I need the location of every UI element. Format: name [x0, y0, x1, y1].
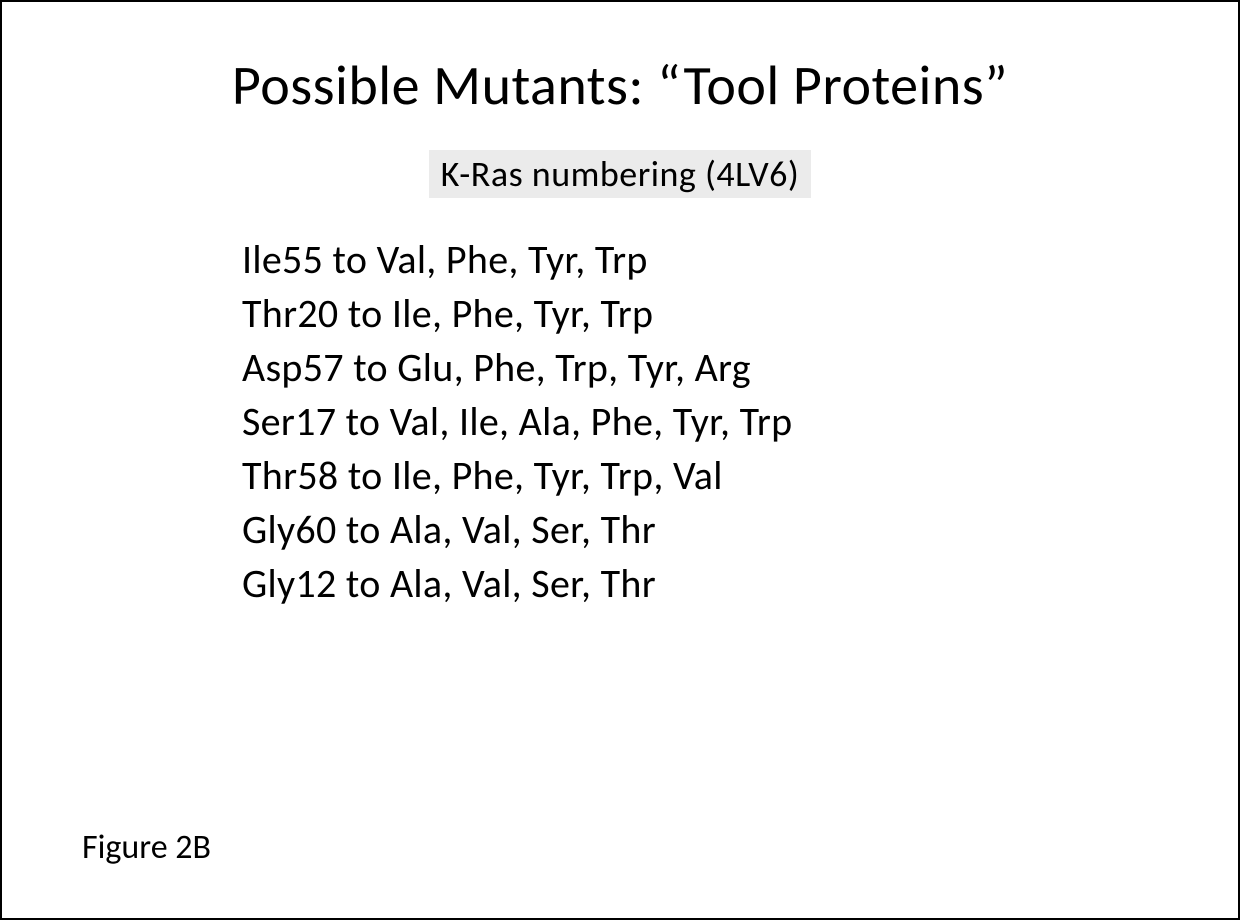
mutations-list: Ile55 to Val, Phe, Tyr, Trp Thr20 to Ile… — [242, 233, 1178, 611]
mutation-item: Thr58 to Ile, Phe, Tyr, Trp, Val — [242, 449, 1178, 503]
mutation-item: Thr20 to Ile, Phe, Tyr, Trp — [242, 287, 1178, 341]
mutation-item: Gly60 to Ala, Val, Ser, Thr — [242, 503, 1178, 557]
figure-label: Figure 2B — [82, 827, 211, 868]
slide-title: Possible Mutants: “Tool Proteins” — [62, 52, 1178, 120]
subtitle-container: K-Ras numbering (4LV6) — [62, 150, 1178, 198]
mutation-item: Gly12 to Ala, Val, Ser, Thr — [242, 557, 1178, 611]
mutation-item: Ile55 to Val, Phe, Tyr, Trp — [242, 233, 1178, 287]
slide-page: Possible Mutants: “Tool Proteins” K-Ras … — [0, 0, 1240, 920]
mutation-item: Asp57 to Glu, Phe, Trp, Tyr, Arg — [242, 341, 1178, 395]
mutation-item: Ser17 to Val, Ile, Ala, Phe, Tyr, Trp — [242, 395, 1178, 449]
slide-subtitle: K-Ras numbering (4LV6) — [429, 150, 812, 198]
